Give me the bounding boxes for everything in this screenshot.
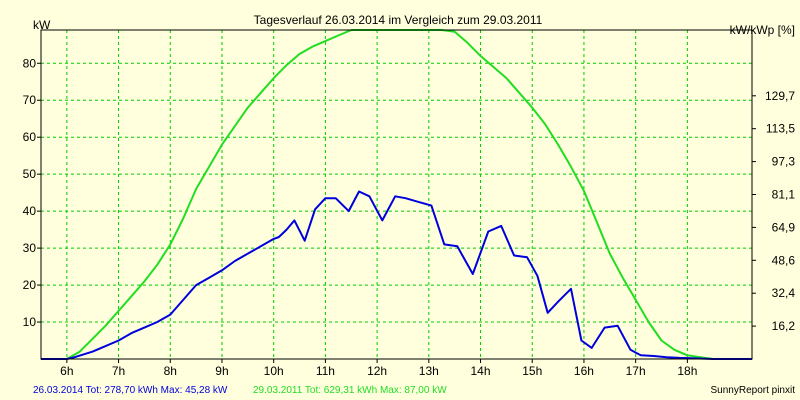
x-tick-label: 6h [60,364,73,378]
plot-frame [40,29,753,360]
y-right-tick-label: 64,9 [772,220,796,234]
y-axis-right-ticks: 16,2 32,4 48,6 64,9 81,1 97,3 113,5 129,7 [752,89,795,333]
footer-2011-summary: 29.03.2011 Tot: 629,31 kWh Max: 87,00 kW [253,385,447,396]
x-tick-label: 10h [264,364,284,378]
x-tick-label: 17h [626,364,646,378]
x-tick-label: 7h [112,364,125,378]
x-axis-ticks: 6h 7h 8h 9h 10h 11h 12h 13h 14h 15h 16h 17h 18h [60,359,697,378]
x-tick-label: 13h [419,364,439,378]
x-tick-label: 8h [164,364,177,378]
series-layer [41,29,752,360]
y-axis-left-ticks: 10 20 30 40 50 60 70 80 [23,56,41,329]
y-left-tick-label: 80 [23,56,37,70]
y-right-tick-label: 32,4 [772,286,796,300]
x-tick-label: 16h [574,364,594,378]
x-tick-label: 14h [471,364,491,378]
chart-title: Tagesverlauf 26.03.2014 im Vergleich zum… [254,13,543,27]
y-right-tick-label: 48,6 [772,253,796,267]
y-right-tick-label: 16,2 [772,319,796,333]
y-left-tick-label: 60 [23,130,37,144]
x-tick-label: 11h [316,364,335,378]
x-tick-label: 18h [677,364,697,378]
y-right-tick-label: 81,1 [772,188,796,202]
grid [41,30,752,359]
x-tick-label: 9h [215,364,228,378]
y-axis-left-label: kW [33,18,51,32]
y-right-tick-label: 129,7 [765,89,795,103]
x-tick-label: 12h [367,364,387,378]
y-left-tick-label: 70 [23,93,37,107]
y-right-tick-label: 113,5 [766,122,795,136]
series-line-29.03.2011 [41,29,752,360]
series-line-26.03.2014 [41,190,752,360]
x-tick-label: 15h [522,364,542,378]
y-left-tick-label: 50 [23,167,37,181]
footer-2014-summary: 26.03.2014 Tot: 278,70 kWh Max: 45,28 kW [33,385,228,396]
y-axis-right-label: kW/kWp [%] [730,23,795,37]
footer-brand: SunnyReport pinxit [711,385,796,396]
y-left-tick-label: 40 [23,204,37,218]
y-left-tick-label: 30 [23,241,37,255]
y-right-tick-label: 97,3 [772,155,796,169]
y-left-tick-label: 20 [23,278,37,292]
y-left-tick-label: 10 [23,315,37,329]
